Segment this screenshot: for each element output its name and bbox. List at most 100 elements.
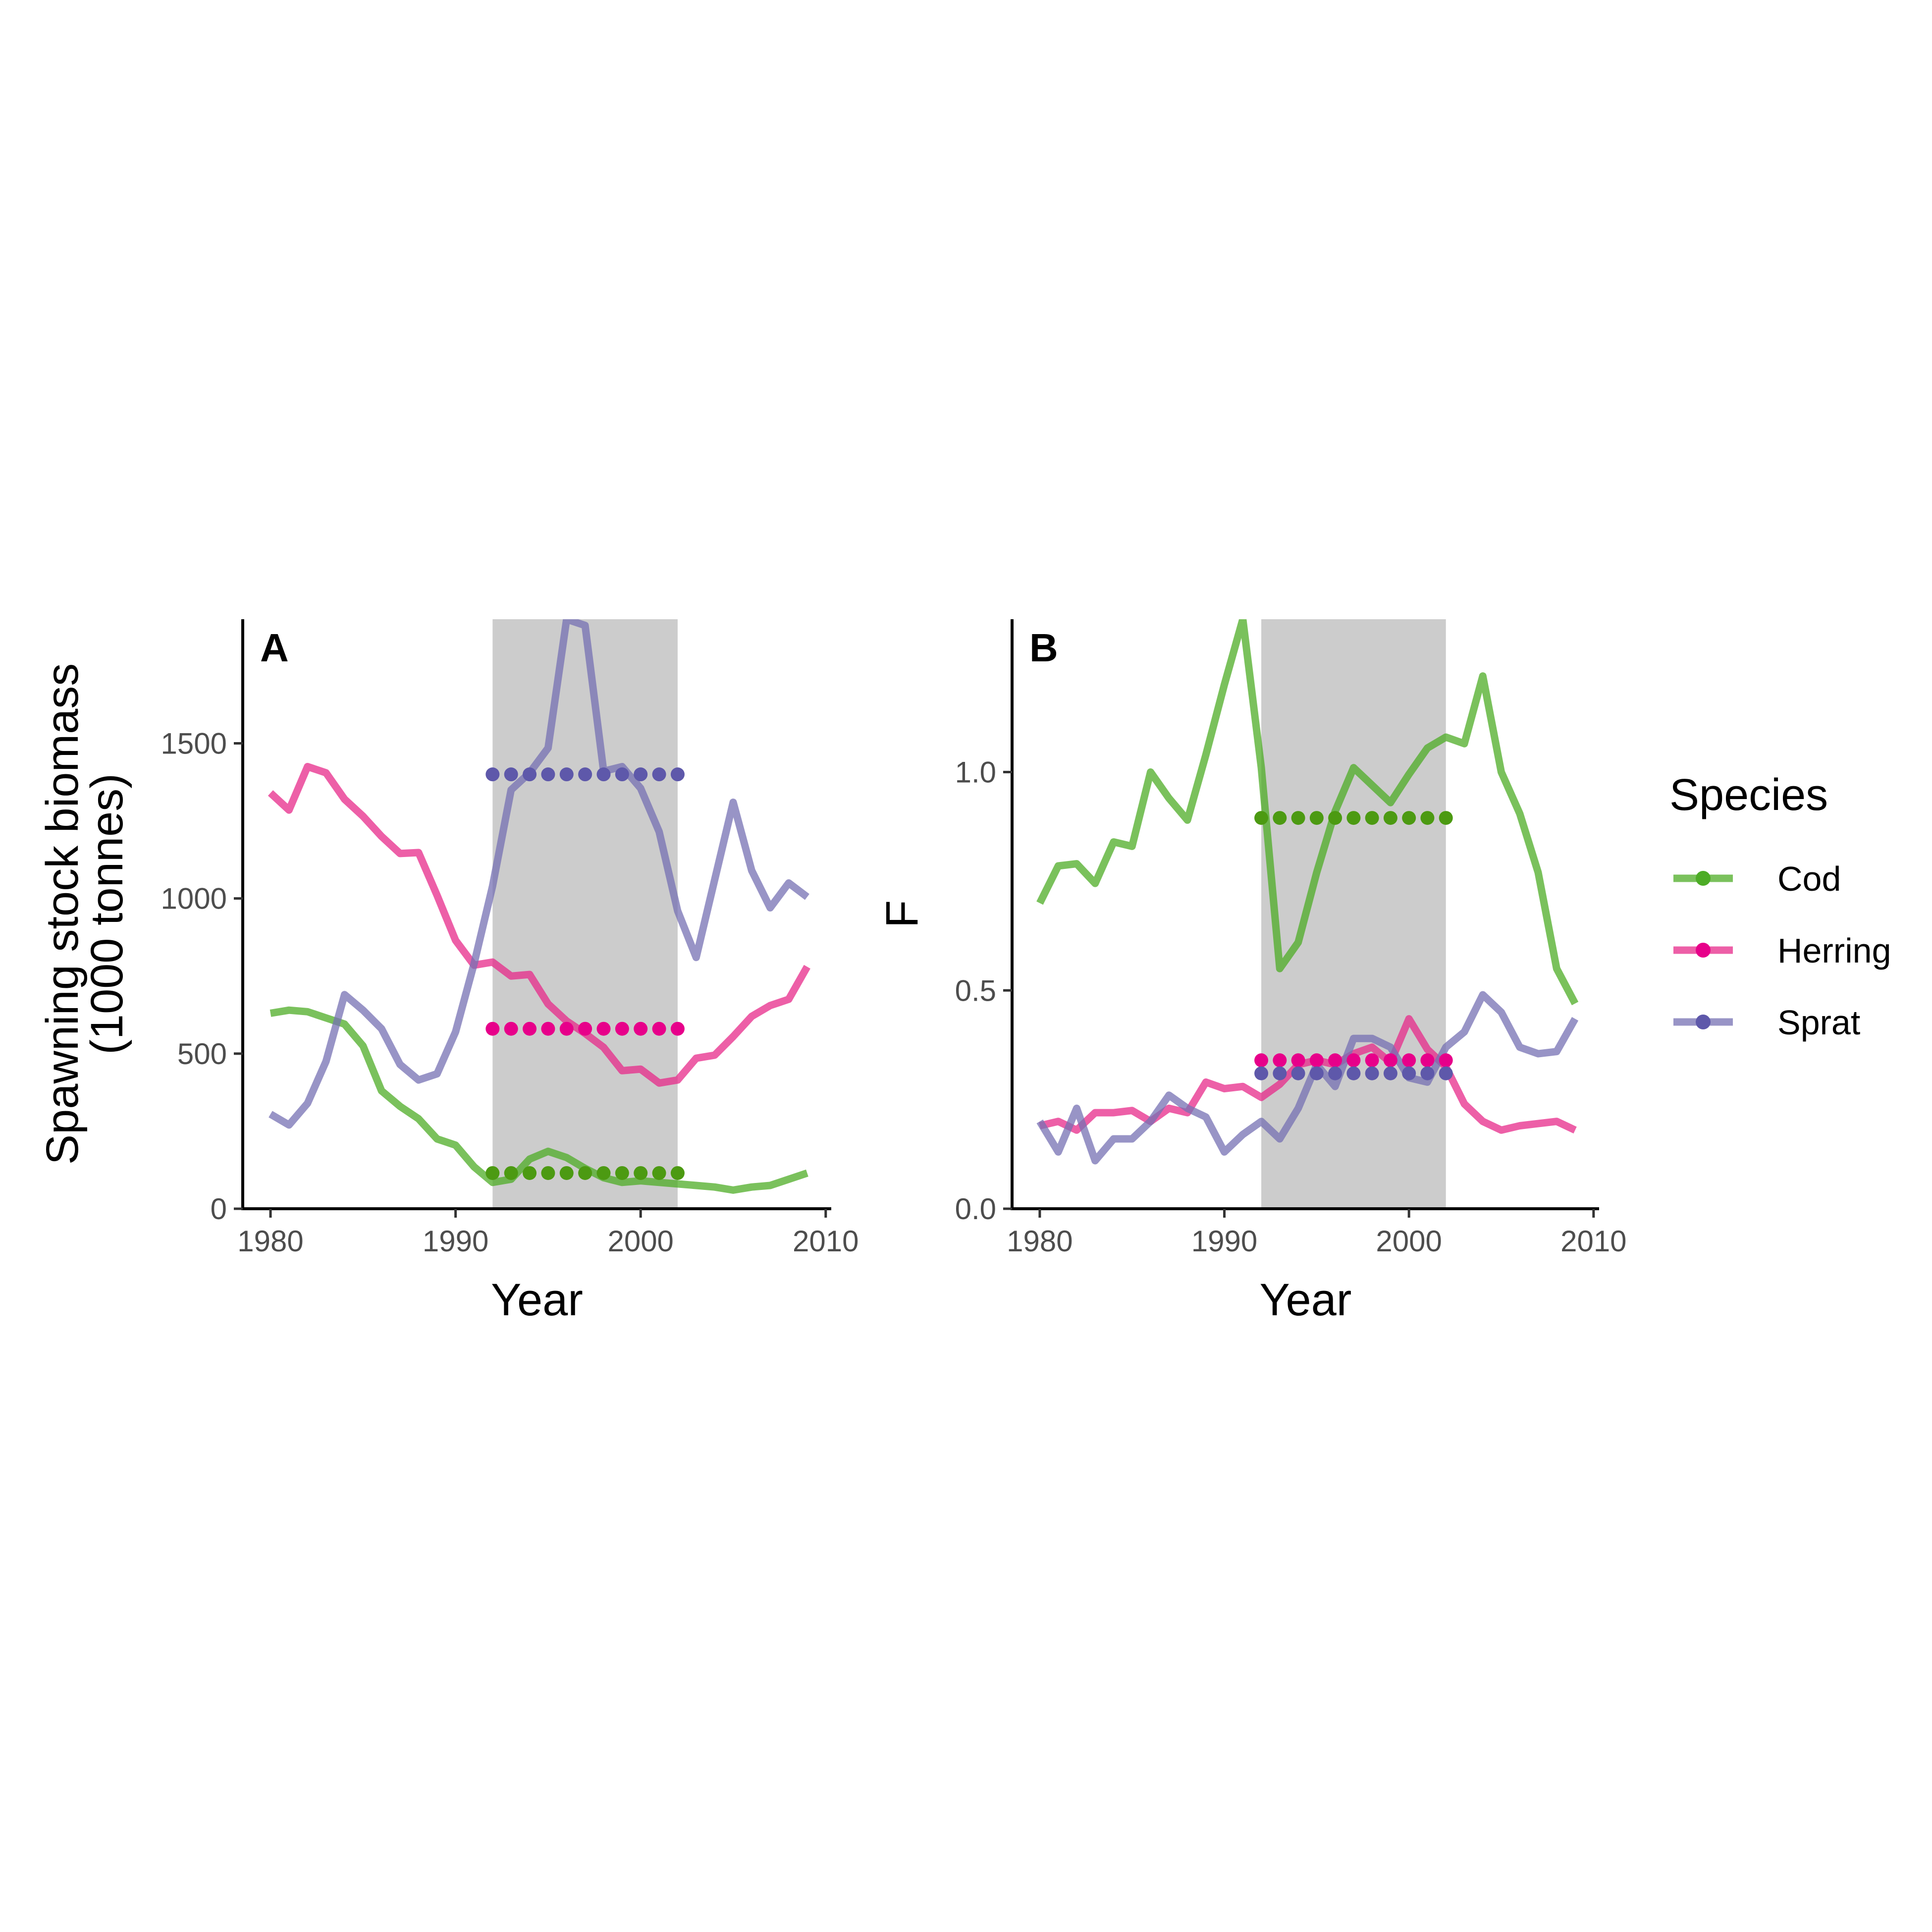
legend-label-sprat: Sprat <box>1777 1003 1860 1042</box>
panel-a-reference-point-herring-2001 <box>652 1021 666 1036</box>
panel-b-series-line-cod <box>1036 619 1579 1006</box>
panel-b-reference-point-sprat-2002 <box>1439 1066 1453 1080</box>
panel-b-reference-point-cod-1999 <box>1383 811 1397 825</box>
panel-b-reference-point-herring-1998 <box>1365 1053 1379 1068</box>
panel-b-reference-point-cod-2000 <box>1402 811 1416 825</box>
legend: Species Cod Herring Sprat <box>1669 770 1891 1042</box>
panel-b-x-axis-title: Year <box>1260 1275 1352 1325</box>
legend-label-cod: Cod <box>1777 859 1841 898</box>
panel-a-y-axis-title-line: Spawning stock biomass <box>37 663 88 1165</box>
panel-b-series-line-sprat <box>1036 991 1579 1165</box>
panel-a-reference-point-cod-1996 <box>559 1166 574 1180</box>
panel-a-reference-point-sprat-1996 <box>559 767 574 782</box>
legend-entry-cod: Cod <box>1673 859 1841 898</box>
panel-b-reference-point-herring-1999 <box>1383 1053 1397 1068</box>
panel-a-reference-point-herring-2002 <box>670 1021 685 1036</box>
panel-a-reference-point-cod-1992 <box>485 1166 500 1180</box>
panel-b-reference-point-sprat-1999 <box>1383 1066 1397 1080</box>
panel-a-series-line-cod <box>269 1006 808 1194</box>
legend-title: Species <box>1669 770 1828 820</box>
panel-a-reference-point-sprat-2002 <box>670 767 685 782</box>
panel-b-reference-point-herring-1992 <box>1254 1053 1269 1068</box>
panel-b-reference-point-herring-2001 <box>1420 1053 1435 1068</box>
panel-b-reference-point-cod-1997 <box>1346 811 1361 825</box>
panel-b-series-line-herring <box>1039 1015 1577 1134</box>
panel-b-reference-point-herring-1995 <box>1309 1053 1324 1068</box>
panel-a-y-tick-label-500: 500 <box>177 1037 227 1071</box>
panel-b-x-tick-label-2000: 2000 <box>1376 1225 1442 1258</box>
panel-a-x-tick-label-2000: 2000 <box>607 1225 673 1258</box>
panel-a-reference-point-herring-1995 <box>541 1021 555 1036</box>
panel-b-panel-tag: B <box>1029 626 1058 670</box>
panel-a-reference-point-cod-1997 <box>578 1166 592 1180</box>
panel-a-reference-point-cod-1994 <box>523 1166 537 1180</box>
panel-b-x-tick-label-2010: 2010 <box>1560 1225 1626 1258</box>
panel-b: 0.0 0.5 1.0 1980 1990 2000 2010 Year F B <box>877 619 1627 1325</box>
panel-a-series-line-sprat <box>268 619 809 1129</box>
panel-a-reference-point-herring-1994 <box>523 1021 537 1036</box>
legend-key-point-sprat <box>1696 1015 1711 1029</box>
panel-b-shaded-period <box>1261 619 1446 1209</box>
panel-b-reference-point-sprat-1994 <box>1291 1066 1305 1080</box>
panel-a-y-axis-title: Spawning stock biomass(1000 tonnes) <box>37 663 132 1165</box>
panel-a-x-tick-label-2010: 2010 <box>793 1225 859 1258</box>
panel-a-y-tick-label-1500: 1500 <box>161 727 227 760</box>
panel-b-y-axis-title-line: F <box>877 900 927 928</box>
legend-entry-herring: Herring <box>1673 931 1891 970</box>
panel-b-reference-point-cod-1995 <box>1309 811 1324 825</box>
panel-a-reference-point-herring-2000 <box>634 1021 648 1036</box>
panel-a-reference-point-sprat-2001 <box>652 767 666 782</box>
panel-b-reference-point-cod-2001 <box>1420 811 1435 825</box>
panel-b-y-tick-label-0-0: 0.0 <box>955 1192 996 1226</box>
panel-a-series-line-herring <box>268 763 810 1087</box>
panel-a-reference-point-sprat-1994 <box>523 767 537 782</box>
panel-a-reference-point-sprat-1999 <box>615 767 629 782</box>
panel-a-reference-point-cod-2000 <box>634 1166 648 1180</box>
panel-a-reference-point-herring-1992 <box>485 1021 500 1036</box>
panel-b-y-tick-label-1-0: 1.0 <box>955 756 996 789</box>
panel-a-x-tick-label-1980: 1980 <box>237 1225 303 1258</box>
panel-a-y-tick-label-0: 0 <box>211 1192 227 1226</box>
panel-b-reference-point-herring-1997 <box>1346 1053 1361 1068</box>
panel-a-reference-point-sprat-1997 <box>578 767 592 782</box>
panel-b-reference-point-herring-2002 <box>1439 1053 1453 1068</box>
panel-b-reference-point-cod-1993 <box>1273 811 1287 825</box>
panel-a-x-tick-label-1990: 1990 <box>423 1225 488 1258</box>
legend-label-herring: Herring <box>1777 931 1891 970</box>
panel-a-reference-point-cod-2002 <box>670 1166 685 1180</box>
panel-b-x-tick-label-1990: 1990 <box>1191 1225 1257 1258</box>
panel-a-reference-point-herring-1993 <box>504 1021 518 1036</box>
panel-b-reference-point-sprat-1996 <box>1328 1066 1342 1080</box>
panel-a-panel-tag: A <box>260 626 289 670</box>
panel-a-reference-point-cod-1999 <box>615 1166 629 1180</box>
panel-b-reference-point-cod-1994 <box>1291 811 1305 825</box>
panel-b-reference-point-herring-1993 <box>1273 1053 1287 1068</box>
panel-b-reference-point-cod-1992 <box>1254 811 1269 825</box>
legend-key-point-herring <box>1696 943 1711 958</box>
panel-a-reference-point-sprat-1998 <box>596 767 611 782</box>
panel-b-reference-point-herring-1994 <box>1291 1053 1305 1068</box>
panel-b-reference-point-sprat-1992 <box>1254 1066 1269 1080</box>
panel-a-reference-point-herring-1998 <box>596 1021 611 1036</box>
panel-b-reference-point-sprat-1998 <box>1365 1066 1379 1080</box>
panel-b-reference-point-sprat-2001 <box>1420 1066 1435 1080</box>
panel-a: 0 500 1000 1500 1980 1990 2000 2010 Year Spawning… <box>37 619 859 1325</box>
panel-b-y-axis-title: F <box>877 900 927 928</box>
panel-b-reference-point-sprat-1997 <box>1346 1066 1361 1080</box>
panel-a-x-axis-title: Year <box>491 1275 583 1325</box>
panel-b-reference-point-sprat-1993 <box>1273 1066 1287 1080</box>
panel-a-reference-point-cod-1998 <box>596 1166 611 1180</box>
panel-b-y-tick-label-0-5: 0.5 <box>955 974 996 1007</box>
panel-a-reference-point-cod-1993 <box>504 1166 518 1180</box>
panel-a-y-tick-label-1000: 1000 <box>161 882 227 915</box>
panel-a-reference-point-herring-1997 <box>578 1021 592 1036</box>
panel-b-reference-point-cod-1996 <box>1328 811 1342 825</box>
panel-a-reference-point-sprat-1995 <box>541 767 555 782</box>
panel-a-reference-point-sprat-2000 <box>634 767 648 782</box>
panel-a-reference-point-sprat-1993 <box>504 767 518 782</box>
panel-a-shaded-period <box>492 619 678 1209</box>
panel-a-reference-point-herring-1996 <box>559 1021 574 1036</box>
panel-a-reference-point-cod-1995 <box>541 1166 555 1180</box>
